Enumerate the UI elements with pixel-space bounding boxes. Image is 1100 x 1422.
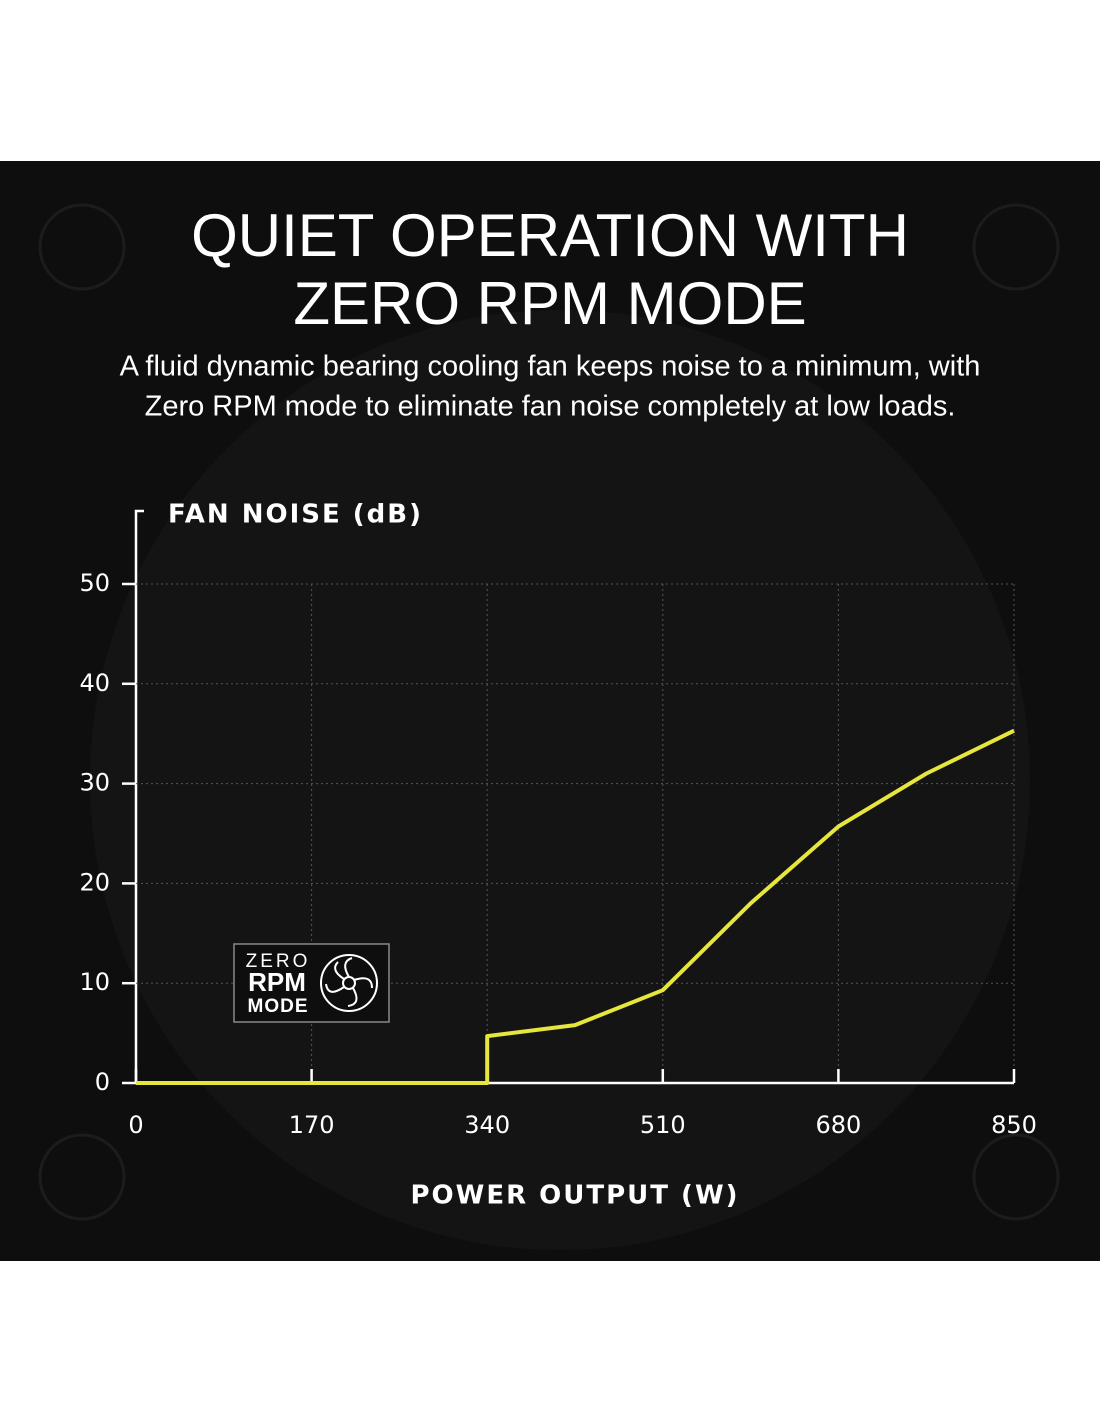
badge-frame	[233, 943, 390, 1023]
y-tick-label: 50	[79, 569, 110, 597]
badge-text: RPM	[248, 967, 306, 997]
subtitle-line: A fluid dynamic bearing cooling fan keep…	[120, 351, 981, 383]
y-tick-label: 30	[79, 769, 110, 797]
subtitle-line: Zero RPM mode to eliminate fan noise com…	[145, 391, 956, 423]
y-tick-label: 0	[95, 1068, 110, 1096]
zero-rpm-badge: ZERO RPM MODE	[233, 943, 390, 1023]
badge-text: MODE	[248, 996, 309, 1017]
title-line: ZERO RPM MODE	[293, 270, 806, 337]
x-tick-label: 510	[640, 1111, 686, 1139]
y-axis-label: FAN NOISE (dB)	[168, 500, 423, 530]
corner-screws	[38, 203, 1060, 1221]
data-line	[136, 728, 1015, 1085]
axes	[134, 509, 1014, 1085]
y-tick-label: 10	[79, 968, 110, 996]
x-tick-label: 850	[991, 1111, 1037, 1139]
y-tick-label: 20	[79, 868, 110, 896]
y-tick-label: 40	[79, 669, 110, 697]
x-axis-label: POWER OUTPUT (W)	[410, 1181, 739, 1211]
badge-text: ZERO	[246, 951, 311, 972]
x-tick-label: 680	[815, 1111, 861, 1139]
x-tick-label: 340	[464, 1111, 510, 1139]
background-fan	[90, 310, 1030, 1250]
x-tick-label: 0	[128, 1111, 143, 1139]
fan-icon	[320, 954, 378, 1012]
title-line: QUIET OPERATION WITH	[191, 202, 909, 269]
x-tick-label: 170	[289, 1111, 335, 1139]
